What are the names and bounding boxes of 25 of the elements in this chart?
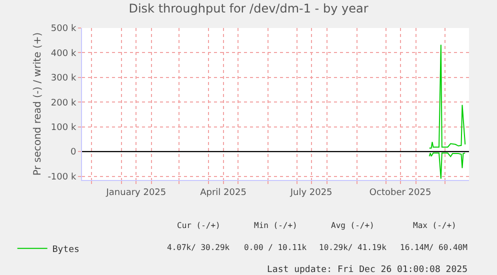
y-tick-label: 500 k bbox=[50, 24, 77, 34]
x-tick-label: January 2025 bbox=[105, 188, 166, 198]
text: 10.29k/ 41.19k bbox=[319, 243, 387, 252]
x-tick-label: October 2025 bbox=[369, 188, 432, 198]
legend-label: Bytes bbox=[52, 244, 80, 255]
y-tick-label: 400 k bbox=[50, 48, 77, 59]
x-tick-label: April 2025 bbox=[200, 188, 246, 198]
text: Last update: Fri Dec 26 01:00:08 2025 bbox=[267, 265, 468, 275]
y-tick-label: 0 bbox=[70, 148, 76, 158]
y-tick-label: 200 k bbox=[50, 98, 77, 108]
y-axis-title: Pr second read (-) / write (+) bbox=[32, 32, 44, 176]
text: Max (-/+) bbox=[413, 221, 456, 230]
chart-title: Disk throughput for /dev/dm-1 - by year bbox=[128, 2, 368, 16]
text: Cur (-/+) bbox=[177, 221, 220, 230]
y-tick-label: 300 k bbox=[50, 74, 77, 84]
x-tick-label: July 2025 bbox=[289, 188, 332, 198]
line-series bbox=[428, 152, 466, 180]
text: 16.14M/ 60.40M bbox=[400, 243, 468, 252]
y-tick-label: -100 k bbox=[48, 172, 77, 182]
text: 4.07k/ 30.29k bbox=[167, 243, 230, 252]
y-tick-label: 100 k bbox=[50, 123, 77, 134]
text: Avg (-/+) bbox=[331, 221, 374, 230]
text: Min (-/+) bbox=[254, 221, 298, 230]
line-series bbox=[428, 44, 466, 149]
text: 0.00 / 10.11k bbox=[244, 243, 307, 252]
